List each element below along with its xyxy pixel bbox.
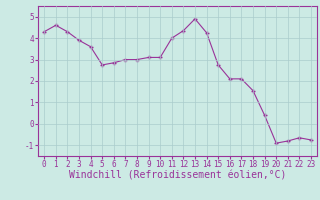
X-axis label: Windchill (Refroidissement éolien,°C): Windchill (Refroidissement éolien,°C) bbox=[69, 171, 286, 181]
